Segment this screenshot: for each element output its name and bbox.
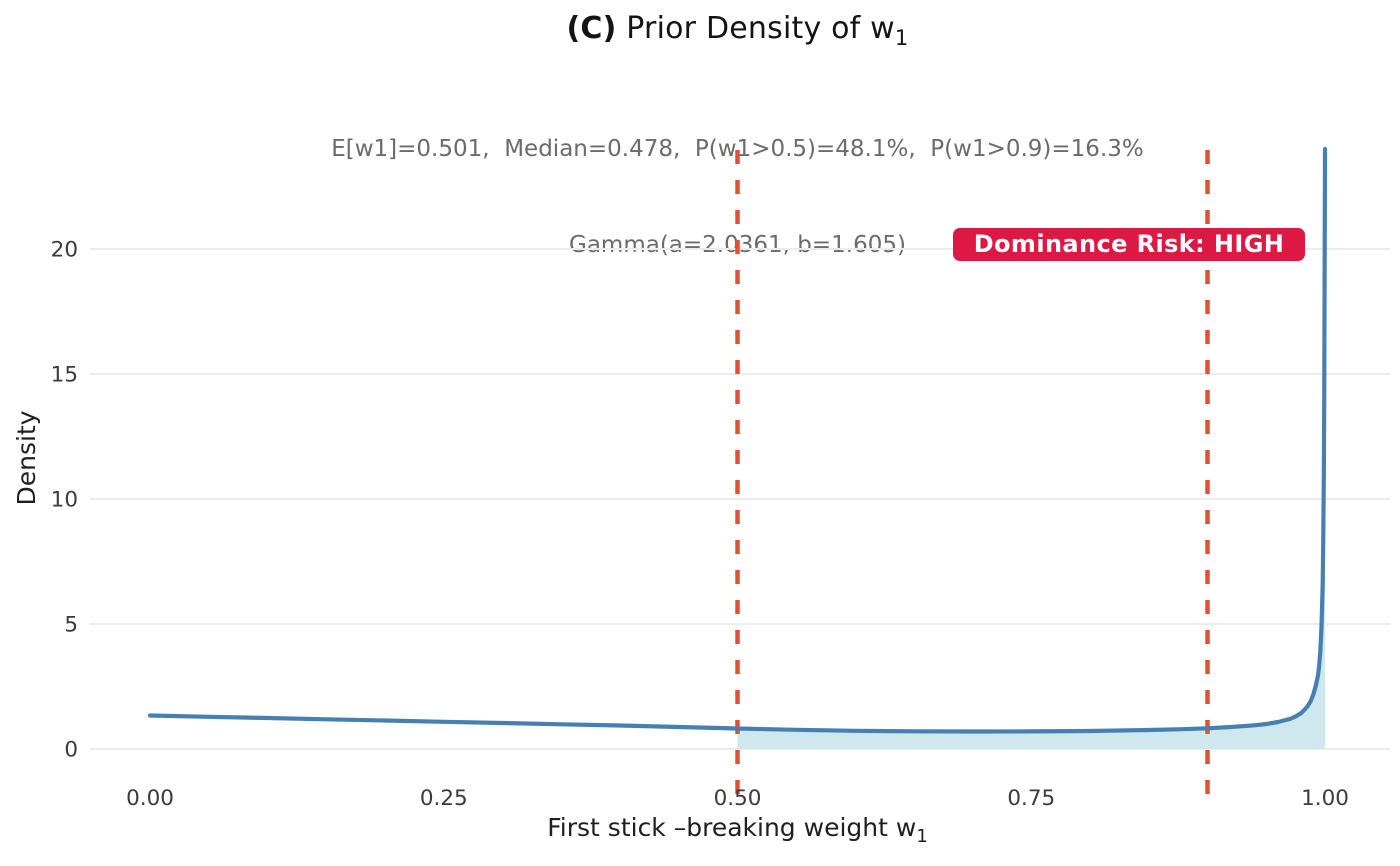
density-curve [147,146,1328,734]
x-tick-label: 1.00 [1301,786,1349,811]
chart-title-subscript: 1 [894,26,909,50]
x-tick-label: 0.00 [126,786,174,811]
y-tick-label: 5 [64,613,78,638]
x-tick-label: 0.25 [420,786,468,811]
chart-subtitle-line1: E[w1]=0.501, Median=0.478, P(w1>0.5)=48.… [331,136,1144,162]
x-tick-label: 0.50 [714,786,762,811]
x-axis-label: First stick –breaking weight w1 [150,813,1325,847]
x-axis-tick-labels: 0.00 0.25 0.50 0.75 1.00 [126,786,1349,811]
y-tick-label: 20 [51,238,78,263]
dominance-risk-badge: Dominance Risk: HIGH [953,228,1305,261]
chart-title: (C) Prior Density of w1 [150,11,1325,50]
gridlines [90,248,1390,750]
x-axis-label-main: First stick –breaking weight w [547,813,917,842]
threshold-dashed-lines [735,150,1210,799]
y-tick-label: 0 [64,738,78,763]
y-tick-label: 10 [51,488,78,513]
chart-subtitle: E[w1]=0.501, Median=0.478, P(w1>0.5)=48.… [150,69,1325,325]
y-axis-label: Density [12,410,41,506]
y-tick-label: 15 [51,363,78,388]
chart-title-prefix: (C) [566,11,617,46]
chart-title-main: Prior Density of w [616,11,895,46]
density-curve-path [147,146,1328,734]
chart-subtitle-line2: Gamma(a=2.0361, b=1.605) [569,232,906,258]
y-axis-tick-labels: 0 5 10 15 20 [51,238,78,763]
x-tick-label: 0.75 [1007,786,1055,811]
x-axis-label-subscript: 1 [916,826,928,847]
